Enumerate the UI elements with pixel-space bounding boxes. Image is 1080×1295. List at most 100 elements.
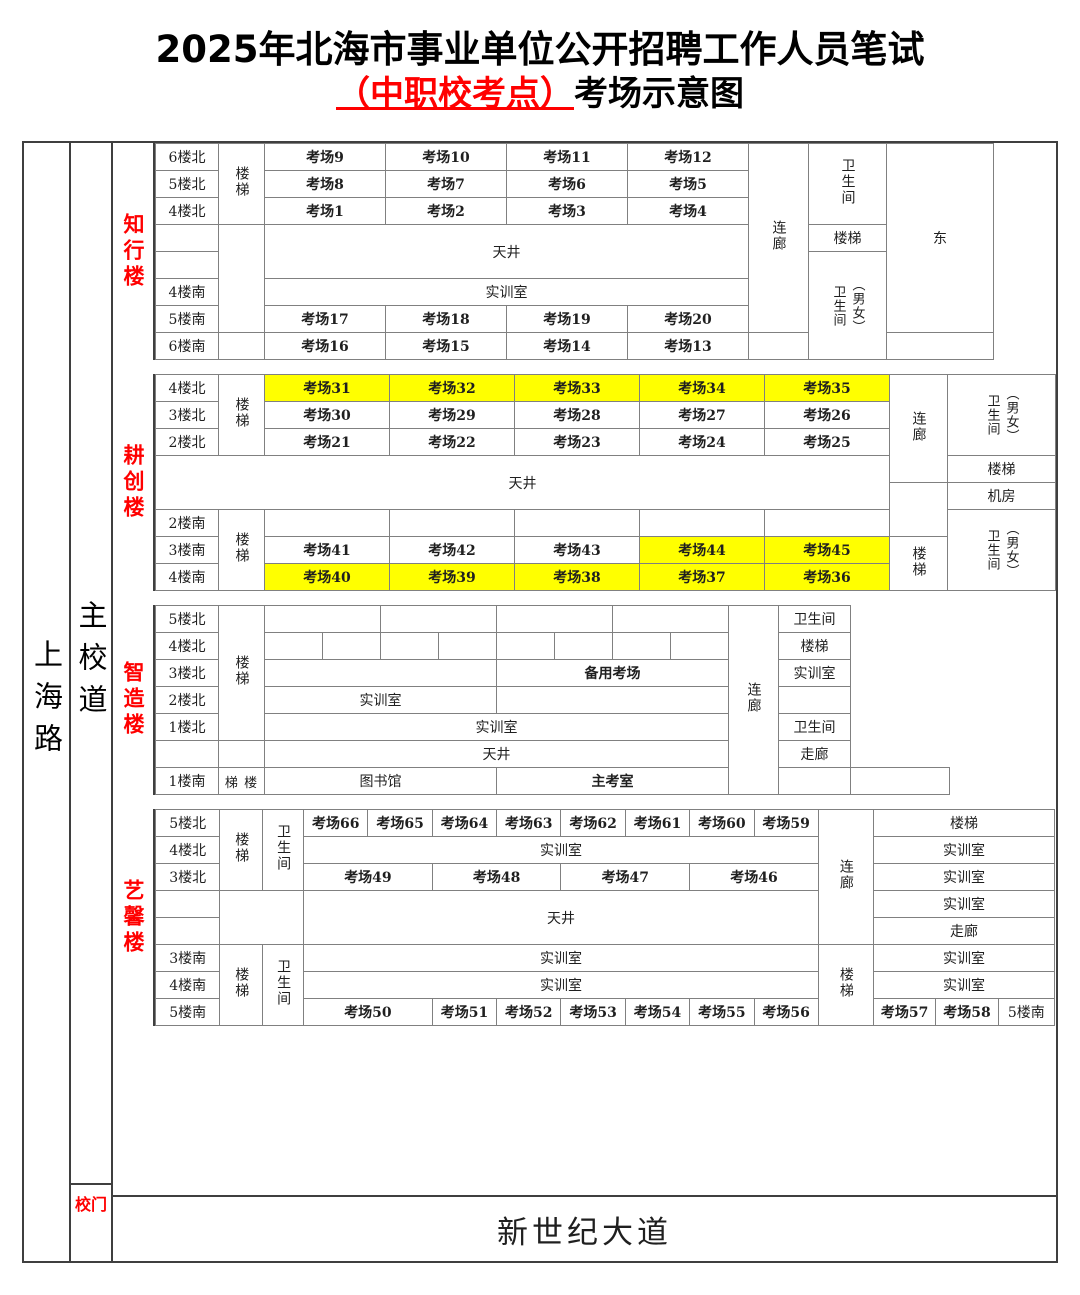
building-zhixing-label: 知行楼 [121,212,145,291]
empty-room [554,632,613,660]
road-xinshiji-label: 新世纪大道 [497,1214,672,1251]
stair-cell: 楼梯 [889,536,948,591]
atrium-cell: 天井 [303,890,819,945]
exam-room: 考场52 [496,998,562,1026]
exam-room: 考场61 [624,809,691,837]
table-row: 3楼北 考场49 考场48 考场47 考场46 实训室 [154,863,1055,891]
stair-cell: 楼梯 [218,143,265,225]
exam-room: 考场37 [639,563,765,591]
toilet-mw-inner: （男女） 卫生间 [830,277,865,334]
exam-room: 考场20 [627,305,749,333]
stair-cell: 楼梯 [947,455,1056,483]
exam-room: 考场66 [303,809,369,837]
floor-label: 4楼北 [155,374,219,402]
exam-room: 考场62 [560,809,626,837]
floor-label: 3楼北 [154,863,221,891]
stair-cell: 楼梯 [218,509,265,591]
stair-cell: 楼梯 [778,632,851,660]
exam-room: 考场19 [506,305,628,333]
exam-room: 考场48 [431,863,562,891]
exam-room: 考场42 [389,536,515,564]
building-gengchuang-table: 4楼北 楼梯 考场31 考场32 考场33 考场34 考场35 连廊 （男女） [155,374,1056,591]
corridor-cell: 连廊 [889,374,948,483]
corridor-tail [748,332,809,360]
exam-room: 考场45 [764,536,890,564]
floor-label: 5楼北 [154,809,221,837]
exam-room: 考场3 [506,197,628,225]
floor-label: 1楼北 [155,713,219,741]
exam-room: 考场4 [627,197,749,225]
building-yixin-label: 艺馨楼 [121,878,145,957]
building-zhixing-name: 知行楼 [113,143,155,360]
exam-room: 考场65 [367,809,433,837]
page-title: 2025年北海市事业单位公开招聘工作人员笔试 （中职校考点）考场示意图 [0,0,1080,114]
exam-room: 考场30 [264,401,390,429]
floor-label: 2楼北 [155,428,219,456]
exam-room: 考场26 [764,401,890,429]
table-row: 5楼北 楼梯 卫生间 考场66 考场65 考场64 考场63 考场62 考场61… [154,809,1055,945]
table-row: 5楼北 楼梯 连廊 卫生间 [155,605,950,795]
atrium-cell: 天井 [155,455,890,510]
training-room: 实训室 [264,713,729,741]
exam-room: 考场22 [389,428,515,456]
toilet-mw-inner: （男女） 卫生间 [984,522,1019,578]
stair-reversed: 梯 楼 [224,775,259,791]
table-row: 3楼南 楼梯 卫生间 实训室 楼梯 实训室 [154,944,1055,1026]
exam-room: 考场57 [872,998,937,1026]
exam-room: 考场8 [264,170,386,198]
exam-room: 考场9 [264,143,386,171]
building-yixin: 艺馨楼 5楼北 楼梯 卫生间 [113,809,1056,1026]
floor-label: 5楼南 [155,305,219,333]
floor-label: 5楼南 [997,998,1056,1026]
exam-room: 考场50 [303,998,433,1026]
toilet-cell: 卫生间 [778,605,851,633]
right-tail [850,767,950,795]
building-yixin-table: 5楼北 楼梯 卫生间 考场66 考场65 考场64 考场63 考场62 考场61… [154,809,1056,1026]
exam-room: 考场24 [639,428,765,456]
library-cell: 图书馆 [264,767,497,795]
block-gap [113,360,1056,374]
toilet-tail [886,332,994,360]
exam-room: 考场53 [560,998,626,1026]
building-zhixing: 知行楼 6楼北 楼梯 考场9 考场10 考场11 [113,143,1056,360]
exam-room: 考场44 [639,536,765,564]
table-row: 4楼北 考场1 考场2 考场3 考场4 [155,197,994,225]
table-row: 天井 实训室 [154,890,1055,945]
exam-room: 考场43 [514,536,640,564]
table-row: 5楼南 考场50 考场51 考场52 考场53 考场54 考场55 考场56 考… [154,998,1056,1026]
exam-room: 考场2 [385,197,507,225]
exam-room: 考场14 [506,332,628,360]
table-row: 4楼北 楼梯 [155,632,950,660]
exam-room: 考场60 [689,809,755,837]
exam-room: 考场35 [764,374,890,402]
training-room: 实训室 [873,971,1055,999]
exam-room: 考场15 [385,332,507,360]
exam-room: 考场56 [753,998,819,1026]
exam-room: 考场7 [385,170,507,198]
table-row: 3楼北 考场30 考场29 考场28 考场27 考场26 [155,401,1056,429]
main-campus-road-body: 主校道 [71,143,111,1183]
direction-east: 东 [886,143,994,333]
floor-label-empty [155,224,219,252]
table-row: 5楼南 考场17 考场18 考场19 考场20 [155,305,994,333]
atrium-cell: 天井 [264,740,729,768]
atrium-cell: 天井 [264,224,749,279]
campus-gate-label: 校门 [74,1195,107,1214]
floor-label: 3楼北 [155,659,219,687]
campus-gate: 校门 [71,1183,111,1221]
building-zhizao-label: 智造楼 [121,661,145,739]
building-zhixing-table: 6楼北 楼梯 考场9 考场10 考场11 考场12 连廊 卫生间 东 5楼北 [155,143,994,360]
road-shanghai-lu: 上海路 [24,143,71,1261]
stair-cell: 楼梯 [218,374,265,456]
empty-room [380,605,497,633]
corridor-lower [889,482,948,537]
training-room: 实训室 [873,863,1055,891]
toilet-cell: 卫生间 [262,944,305,1026]
exam-room: 考场5 [627,170,749,198]
table-row: 6楼南 考场16 考场15 考场14 考场13 [155,332,994,360]
road-shanghai-lu-label: 上海路 [29,639,64,765]
buildings-column: 知行楼 6楼北 楼梯 考场9 考场10 考场11 [113,143,1056,1261]
floor-label: 4楼南 [154,971,221,999]
table-row: 4楼南 考场40 考场39 考场38 考场37 考场36 [155,563,1056,591]
